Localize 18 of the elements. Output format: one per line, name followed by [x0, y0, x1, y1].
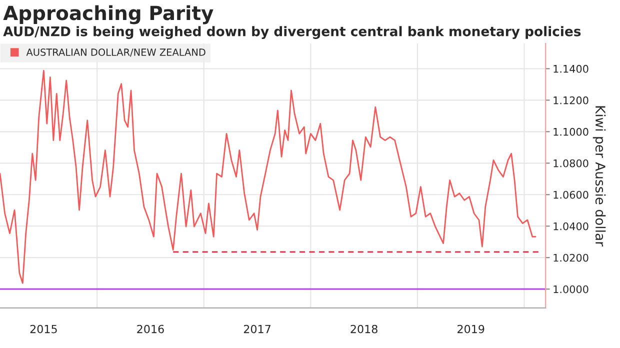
y-tick-label: 1.1000	[554, 128, 588, 136]
chart-title: Approaching Parity	[3, 5, 214, 24]
x-tick-label: 2018	[350, 324, 378, 334]
y-tick-label: 1.0800	[554, 159, 588, 168]
line-series	[0, 70, 536, 284]
y-tick-label: 1.0000	[554, 285, 588, 294]
y-tick-label: 1.1400	[554, 64, 588, 73]
x-tick-label: 2016	[137, 324, 164, 334]
y-tick-label: 1.1200	[554, 96, 588, 104]
x-tick-label: 2017	[244, 324, 270, 334]
chart-subtitle: AUD/NZD is being weighed down by divergent central bank monetary policies	[3, 26, 581, 39]
y-tick-label: 1.0200	[554, 254, 588, 262]
x-tick-label: 2019	[458, 324, 484, 334]
y-axis-title: Kiwi per Aussie dollar	[592, 106, 606, 246]
x-tick-label: 2015	[30, 324, 57, 334]
y-tick-label: 1.0400	[554, 222, 588, 230]
y-tick-label: 1.0600	[554, 190, 588, 199]
legend-label: AUSTRALIAN DOLLAR/NEW ZEALAND	[26, 48, 206, 57]
